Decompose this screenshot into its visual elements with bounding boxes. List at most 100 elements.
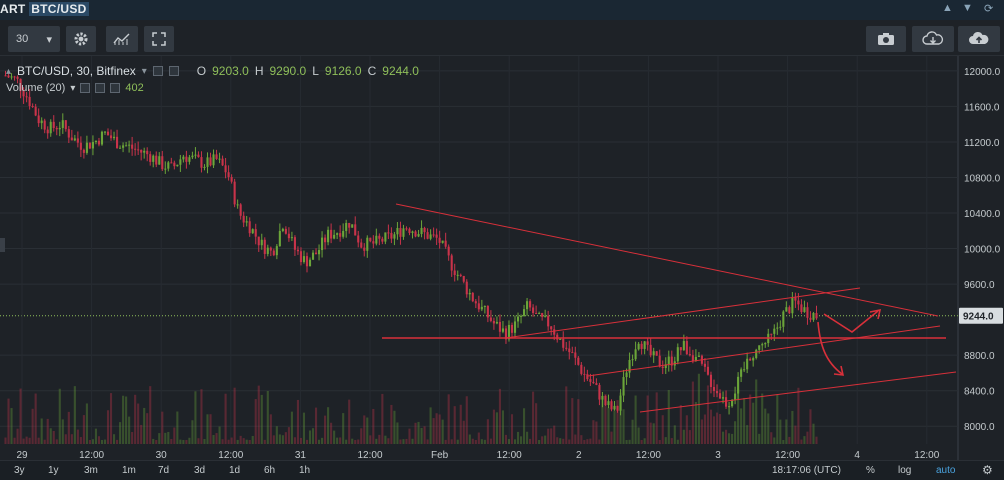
volume-bar — [417, 421, 420, 444]
range-1h[interactable]: 1h — [299, 465, 311, 476]
volume-bar — [200, 389, 203, 444]
trendline-rising-middle[interactable] — [587, 325, 941, 377]
range-1d[interactable]: 1d — [229, 465, 241, 476]
candle-body — [242, 215, 245, 223]
volume-bar — [640, 439, 643, 444]
log-toggle[interactable]: log — [898, 465, 912, 476]
volume-bar — [176, 411, 179, 444]
arrow-down-head[interactable] — [833, 365, 845, 376]
candle-body — [281, 228, 284, 231]
gear-icon[interactable]: ⚙ — [982, 463, 993, 477]
pane-resize-handle[interactable] — [0, 238, 5, 252]
screenshot-button[interactable] — [866, 26, 906, 52]
candle-body — [233, 181, 236, 205]
volume-bar — [197, 438, 200, 444]
volume-bar — [119, 422, 122, 444]
volume-bar — [381, 393, 384, 444]
candle-body — [489, 317, 492, 321]
refresh-icon[interactable]: ⟳ — [984, 3, 994, 15]
range-1y[interactable]: 1y — [48, 465, 59, 476]
chevron-up-icon[interactable]: ▴ — [6, 65, 12, 77]
eye-icon[interactable] — [80, 83, 91, 93]
arrow-up-path[interactable] — [823, 310, 879, 333]
candle-body — [182, 156, 185, 160]
load-layout-button[interactable] — [912, 26, 954, 52]
candle-body — [637, 343, 640, 350]
range-1m[interactable]: 1m — [122, 465, 136, 476]
volume-bar — [25, 436, 28, 444]
volume-bar — [794, 425, 797, 444]
candle-body — [224, 165, 227, 173]
trendline-descending[interactable] — [395, 203, 939, 317]
symbol-label[interactable]: BTC/USD, 30, Bitfinex — [17, 64, 136, 78]
volume-bar — [236, 439, 239, 444]
candle-body — [116, 136, 119, 149]
range-3y[interactable]: 3y — [14, 465, 25, 476]
price-tick-label: 11200.0 — [964, 138, 1000, 149]
volume-bar — [215, 433, 218, 444]
volume-bar — [652, 423, 655, 444]
volume-bar — [76, 429, 79, 444]
settings-icon[interactable] — [95, 83, 106, 93]
fullscreen-button[interactable] — [144, 26, 174, 52]
volume-bar — [146, 413, 149, 444]
candle-body — [797, 300, 800, 305]
arrow-up-head[interactable] — [869, 308, 882, 320]
volume-bar — [758, 433, 761, 444]
volume-bar — [354, 439, 357, 444]
price-tick-label: 8800.0 — [964, 351, 995, 362]
candle-body — [49, 121, 52, 134]
candle-body — [526, 301, 529, 310]
range-7d[interactable]: 7d — [158, 465, 170, 476]
volume-bar — [40, 418, 43, 444]
candle-body — [58, 127, 61, 130]
candle-body — [737, 376, 740, 394]
chart-area[interactable]: 12000.0 11600.0 11200.0 10800.0 10400.0 10000… — [0, 56, 1004, 461]
volume-bar — [622, 409, 625, 444]
chevron-down-icon[interactable]: ▾ — [70, 82, 76, 94]
save-layout-button[interactable] — [958, 26, 1000, 52]
candle-body — [694, 356, 697, 362]
percent-toggle[interactable]: % — [866, 465, 875, 476]
candle-body — [498, 321, 501, 332]
high-value: 9290.0 — [269, 64, 307, 78]
volume-bar — [239, 435, 242, 444]
time-tick-label: 12:00 — [914, 450, 939, 460]
arrow-down-path[interactable] — [817, 321, 843, 375]
chevron-down-icon[interactable]: ▾ — [141, 65, 147, 77]
range-3d[interactable]: 3d — [194, 465, 206, 476]
volume-bar — [734, 421, 737, 444]
volume-bar — [541, 436, 544, 444]
volume-label[interactable]: Volume (20) — [6, 82, 66, 94]
candle-body — [197, 154, 200, 158]
utc-clock[interactable]: 18:17:06 (UTC) — [772, 465, 841, 476]
volume-bar — [266, 390, 269, 444]
volume-bar — [97, 436, 101, 444]
volume-bar — [378, 434, 381, 444]
triangle-up-icon[interactable]: ▲ — [942, 2, 953, 14]
range-6h[interactable]: 6h — [264, 465, 276, 476]
candle-body — [538, 313, 541, 315]
volume-bar — [34, 393, 37, 444]
indicators-button[interactable] — [106, 26, 138, 52]
candle-body — [314, 252, 318, 255]
candle-body — [426, 232, 429, 239]
candle-body — [794, 297, 797, 301]
range-3m[interactable]: 3m — [84, 465, 98, 476]
volume-bar — [667, 389, 670, 444]
triangle-down-icon[interactable]: ▼ — [962, 2, 973, 14]
settings-button[interactable] — [66, 26, 96, 52]
volume-bar — [438, 414, 441, 444]
settings-icon[interactable] — [168, 66, 179, 76]
candle-body — [562, 338, 565, 348]
auto-toggle[interactable]: auto — [936, 465, 956, 476]
close-icon[interactable] — [110, 83, 121, 93]
eye-icon[interactable] — [152, 66, 163, 76]
trendline-rising-lower[interactable] — [639, 371, 957, 413]
interval-select[interactable]: 30 ▾ — [8, 26, 60, 52]
volume-bar — [592, 420, 595, 444]
volume-bar — [495, 412, 498, 444]
price-chart[interactable]: 12000.0 11600.0 11200.0 10800.0 10400.0 10000… — [0, 56, 1004, 461]
candle-body — [4, 75, 7, 77]
trendline-rising-upper[interactable] — [504, 287, 861, 339]
